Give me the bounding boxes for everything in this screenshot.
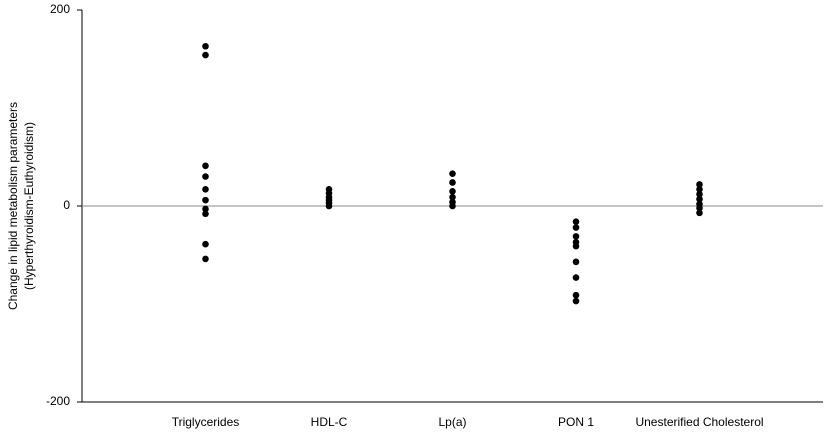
point bbox=[696, 209, 703, 217]
point bbox=[202, 51, 209, 59]
point bbox=[202, 240, 209, 248]
point bbox=[202, 173, 209, 180]
point bbox=[202, 162, 209, 170]
point bbox=[449, 170, 456, 177]
y-tick-label: 200 bbox=[50, 2, 70, 16]
point bbox=[572, 258, 580, 266]
point bbox=[696, 190, 703, 198]
point bbox=[696, 181, 703, 188]
y-axis-label: Change in lipid metabolism parameters bbox=[6, 102, 20, 310]
point bbox=[202, 255, 209, 263]
point bbox=[449, 179, 456, 186]
point bbox=[572, 224, 580, 231]
point bbox=[572, 274, 580, 281]
point bbox=[202, 42, 209, 50]
point bbox=[572, 291, 580, 299]
point bbox=[325, 202, 333, 210]
point bbox=[572, 218, 580, 225]
x-tick-label: HDL-C bbox=[311, 415, 348, 429]
y-tick-label: -200 bbox=[46, 394, 70, 408]
y-tick-label: 0 bbox=[63, 198, 70, 212]
point bbox=[202, 205, 209, 213]
point bbox=[449, 188, 456, 195]
x-tick-label: PON 1 bbox=[558, 415, 594, 429]
point bbox=[696, 195, 703, 203]
point bbox=[202, 210, 209, 218]
y-axis-label: (Hyperthyroidism-Euthyroidism) bbox=[22, 122, 36, 290]
point bbox=[449, 202, 456, 210]
point bbox=[696, 186, 703, 193]
x-tick-label: Unesterified Cholesterol bbox=[635, 415, 763, 429]
point bbox=[449, 193, 456, 201]
point bbox=[202, 196, 209, 204]
point bbox=[572, 297, 580, 305]
x-tick-label: Lp(a) bbox=[438, 415, 466, 429]
point bbox=[202, 186, 209, 193]
point bbox=[572, 242, 580, 250]
point bbox=[696, 204, 703, 212]
x-tick-label: Triglycerides bbox=[172, 415, 240, 429]
point bbox=[572, 233, 580, 240]
